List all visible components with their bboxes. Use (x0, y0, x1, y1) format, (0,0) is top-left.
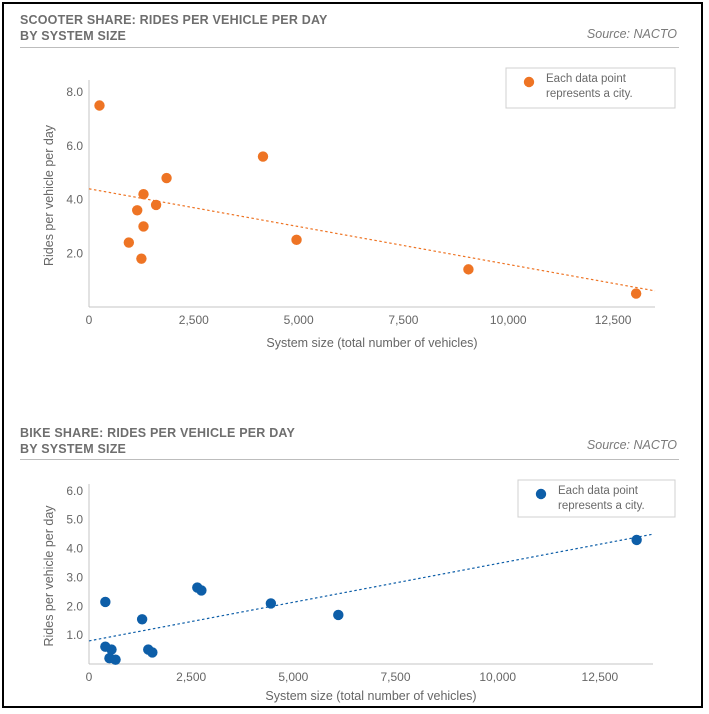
bike-title: BIKE SHARE: RIDES PER VEHICLE PER DAY BY… (20, 425, 295, 457)
bike-legend-text: represents a city. (558, 500, 645, 512)
scooter-data-point (257, 151, 269, 162)
scooter-x-tick-label: 2,500 (179, 313, 209, 327)
scooter-data-point (630, 288, 642, 299)
bike-data-point (333, 609, 344, 621)
bike-x-tick-label: 7,500 (381, 670, 411, 684)
scooter-y-tick-label: 6.0 (66, 139, 83, 153)
scooter-x-tick-label: 7,500 (388, 313, 418, 327)
scooter-title-line-1: SCOOTER SHARE: RIDES PER VEHICLE PER DAY (20, 13, 328, 27)
scooter-y-tick-label: 4.0 (66, 193, 83, 207)
scooter-x-tick-label: 0 (86, 313, 93, 327)
scooter-legend-text: Each data point (546, 73, 627, 85)
scooter-y-tick-label: 2.0 (66, 246, 83, 260)
bike-y-tick-label: 4.0 (66, 542, 83, 556)
bike-data-point (100, 596, 111, 608)
scooter-title-rule (20, 47, 679, 48)
scooter-data-point (136, 253, 147, 264)
bike-data-point (136, 614, 148, 625)
scooter-x-tick-label: 5,000 (284, 313, 314, 327)
bike-data-point (631, 534, 642, 546)
scooter-data-point (94, 100, 105, 111)
bike-x-tick-label: 10,000 (479, 670, 516, 684)
scooter-data-point (132, 205, 143, 216)
bike-data-point (110, 654, 121, 665)
scooter-data-point (150, 199, 162, 211)
bike-y-tick-label: 5.0 (66, 513, 83, 527)
scooter-title-line-2: BY SYSTEM SIZE (20, 29, 127, 43)
bike-data-point (106, 644, 117, 655)
scooter-data-point (463, 264, 474, 275)
bike-legend-box (517, 479, 676, 518)
scooter-data-point (138, 221, 149, 232)
bike-trendline (88, 533, 654, 642)
scooter-x-tick-label: 12,500 (595, 313, 632, 327)
scooter-title: SCOOTER SHARE: RIDES PER VEHICLE PER DAY… (20, 12, 328, 44)
scooter-data-point (291, 234, 302, 246)
scooter-source: Source: NACTO (586, 27, 677, 41)
figure-frame (2, 2, 703, 708)
bike-y-axis-label: Rides per vehicle per day (42, 505, 56, 647)
scooter-legend-box (505, 67, 676, 109)
bike-legend-text: Each data point (558, 485, 639, 497)
bike-title-rule (20, 459, 679, 460)
scooter-y-axis-label: Rides per vehicle per day (42, 124, 56, 266)
bike-title-line-1: BIKE SHARE: RIDES PER VEHICLE PER DAY (20, 426, 296, 440)
scooter-data-point (161, 172, 172, 184)
scooter-legend-text: represents a city. (546, 88, 633, 100)
bike-data-point (265, 598, 277, 609)
scooter-x-tick-label: 10,000 (490, 313, 527, 327)
scooter-data-point (138, 188, 149, 200)
bike-y-tick-label: 3.0 (66, 570, 83, 584)
scooter-x-axis-label: System size (total number of vehicles) (266, 336, 477, 350)
bike-y-tick-label: 1.0 (66, 628, 83, 642)
scooter-legend-marker (523, 76, 535, 88)
bike-x-axis-label: System size (total number of vehicles) (265, 689, 476, 703)
scooter-trendline (88, 188, 656, 292)
scooter-data-point (123, 237, 135, 248)
bike-data-point (147, 647, 158, 658)
bike-x-tick-label: 2,500 (176, 670, 206, 684)
bike-data-point (196, 585, 207, 596)
bike-source: Source: NACTO (586, 438, 677, 452)
bike-y-tick-label: 6.0 (66, 484, 83, 498)
scooter-y-tick-label: 8.0 (66, 85, 83, 99)
bike-x-tick-label: 0 (86, 670, 93, 684)
bike-y-tick-label: 2.0 (66, 599, 83, 613)
bike-title-line-2: BY SYSTEM SIZE (20, 442, 127, 456)
bike-x-tick-label: 5,000 (278, 670, 308, 684)
bike-legend-marker (535, 488, 547, 500)
bike-x-tick-label: 12,500 (582, 670, 619, 684)
